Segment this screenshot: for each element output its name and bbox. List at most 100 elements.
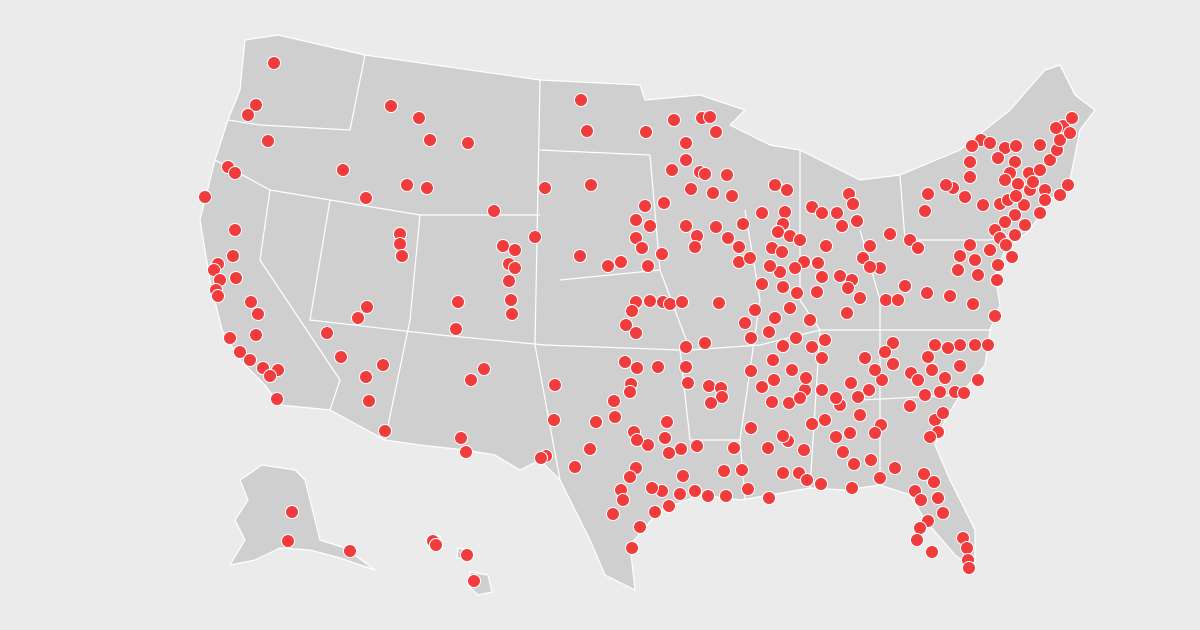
location-dot [910, 533, 924, 547]
location-dot [858, 351, 872, 365]
location-dot [920, 286, 934, 300]
location-dot [573, 249, 587, 263]
location-dot [684, 182, 698, 196]
location-dot [853, 291, 867, 305]
location-dot [658, 431, 672, 445]
location-dot [917, 467, 931, 481]
location-dot [843, 426, 857, 440]
location-dot [943, 289, 957, 303]
locations [198, 56, 1079, 588]
location-dot [362, 394, 376, 408]
location-dot [1061, 178, 1075, 192]
location-dot [991, 258, 1005, 272]
location-dot [793, 233, 807, 247]
location-dot [229, 271, 243, 285]
location-dot [228, 166, 242, 180]
location-dot [936, 506, 950, 520]
location-dot [818, 413, 832, 427]
location-dot [662, 446, 676, 460]
location-dot [971, 373, 985, 387]
location-dot [688, 484, 702, 498]
location-dot [548, 378, 562, 392]
location-dot [655, 247, 669, 261]
location-dot [1026, 175, 1040, 189]
location-dot [1005, 250, 1019, 264]
location-dot [1009, 139, 1023, 153]
location-dot [938, 371, 952, 385]
location-dot [625, 541, 639, 555]
location-dot [616, 493, 630, 507]
location-dot [1063, 126, 1077, 140]
location-dot [334, 350, 348, 364]
state-line [384, 214, 421, 441]
location-dot [270, 392, 284, 406]
location-dot [933, 385, 947, 399]
location-dot [502, 274, 516, 288]
location-dot [1009, 189, 1023, 203]
location-dot [657, 196, 671, 210]
location-dot [766, 353, 780, 367]
location-dot [921, 187, 935, 201]
location-dot [378, 424, 392, 438]
location-dot [629, 326, 643, 340]
location-dot [1038, 193, 1052, 207]
location-dot [829, 391, 843, 405]
location-dot [971, 268, 985, 282]
location-dot [755, 277, 769, 291]
state-line [227, 54, 366, 131]
location-dot [679, 136, 693, 150]
location-dot [951, 263, 965, 277]
location-dot [1017, 198, 1031, 212]
location-dot [1043, 153, 1057, 167]
state-line [534, 79, 561, 481]
location-dot [359, 191, 373, 205]
location-dot [735, 463, 749, 477]
location-dot [953, 338, 967, 352]
location-dot [619, 318, 633, 332]
location-dot [911, 241, 925, 255]
location-dot [449, 322, 463, 336]
location-dot [360, 300, 374, 314]
location-dot [496, 239, 510, 253]
location-dot [1008, 208, 1022, 222]
location-dot [400, 178, 414, 192]
location-dot [962, 561, 976, 575]
location-dot [249, 98, 263, 112]
location-dot [864, 453, 878, 467]
location-dot [429, 538, 443, 552]
location-dot [928, 338, 942, 352]
location-dot [903, 399, 917, 413]
location-dot [704, 396, 718, 410]
location-dot [1008, 228, 1022, 242]
location-dot [1065, 111, 1079, 125]
location-dot [963, 170, 977, 184]
state-line [539, 149, 661, 281]
location-dot [744, 331, 758, 345]
location-dot [875, 373, 889, 387]
location-dot [679, 360, 693, 374]
location-dot [667, 113, 681, 127]
location-dot [913, 521, 927, 535]
location-dot [393, 237, 407, 251]
location-dot [811, 256, 825, 270]
state-line [309, 199, 546, 346]
location-dot [241, 108, 255, 122]
alaska [229, 464, 376, 571]
location-dot [623, 470, 637, 484]
location-dot [709, 125, 723, 139]
location-dot [384, 99, 398, 113]
state-line [259, 189, 341, 411]
location-dot [688, 240, 702, 254]
location-dot [676, 469, 690, 483]
location-dot [763, 259, 777, 273]
state-line [659, 269, 990, 351]
location-dot [589, 415, 603, 429]
location-dot [810, 285, 824, 299]
location-dot [343, 544, 357, 558]
location-dot [814, 477, 828, 491]
location-dot [1033, 206, 1047, 220]
location-dot [451, 295, 465, 309]
location-dot [780, 183, 794, 197]
location-dot [939, 178, 953, 192]
location-dot [460, 548, 474, 562]
